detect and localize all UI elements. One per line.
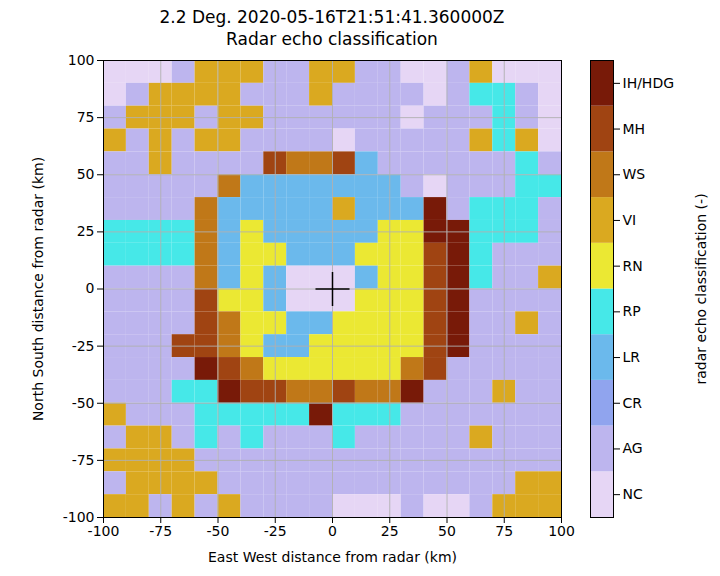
svg-text:50: 50 (438, 523, 456, 539)
svg-text:AG: AG (623, 440, 643, 456)
svg-text:RP: RP (623, 303, 641, 319)
svg-text:WS: WS (623, 166, 646, 182)
svg-text:100: 100 (68, 52, 95, 68)
svg-text:-50: -50 (72, 395, 95, 411)
svg-text:RN: RN (623, 258, 643, 274)
svg-text:-100: -100 (88, 523, 120, 539)
svg-text:North South distance from rada: North South distance from radar (km) (30, 157, 46, 421)
svg-text:75: 75 (77, 109, 95, 125)
html-text:Radar echo classification: Radar echo classification (226, 29, 438, 49)
svg-text:-75: -75 (72, 452, 95, 468)
svg-text:-50: -50 (207, 523, 230, 539)
svg-text:25: 25 (77, 223, 95, 239)
svg-text:East West distance from radar: East West distance from radar (km) (208, 549, 457, 565)
svg-text:75: 75 (495, 523, 513, 539)
svg-text:MH: MH (623, 121, 646, 137)
svg-text:-100: -100 (62, 509, 95, 525)
svg-text:0: 0 (86, 280, 95, 296)
svg-text:25: 25 (381, 523, 399, 539)
svg-text:NC: NC (623, 486, 643, 502)
html-text:2.2 Deg. 2020-05-16T21:51:41.3: 2.2 Deg. 2020-05-16T21:51:41.360000Z (159, 7, 505, 27)
svg-text:50: 50 (77, 166, 95, 182)
svg-text:LR: LR (623, 349, 641, 365)
svg-text:100: 100 (548, 523, 575, 539)
svg-text:IH/HDG: IH/HDG (623, 75, 675, 91)
svg-text:CR: CR (623, 395, 643, 411)
svg-text:-75: -75 (149, 523, 172, 539)
svg-text:radar echo classification (-): radar echo classification (-) (693, 193, 709, 384)
svg-text:0: 0 (328, 523, 337, 539)
svg-text:-25: -25 (264, 523, 287, 539)
svg-text:-25: -25 (72, 338, 95, 354)
svg-text:VI: VI (623, 212, 637, 228)
